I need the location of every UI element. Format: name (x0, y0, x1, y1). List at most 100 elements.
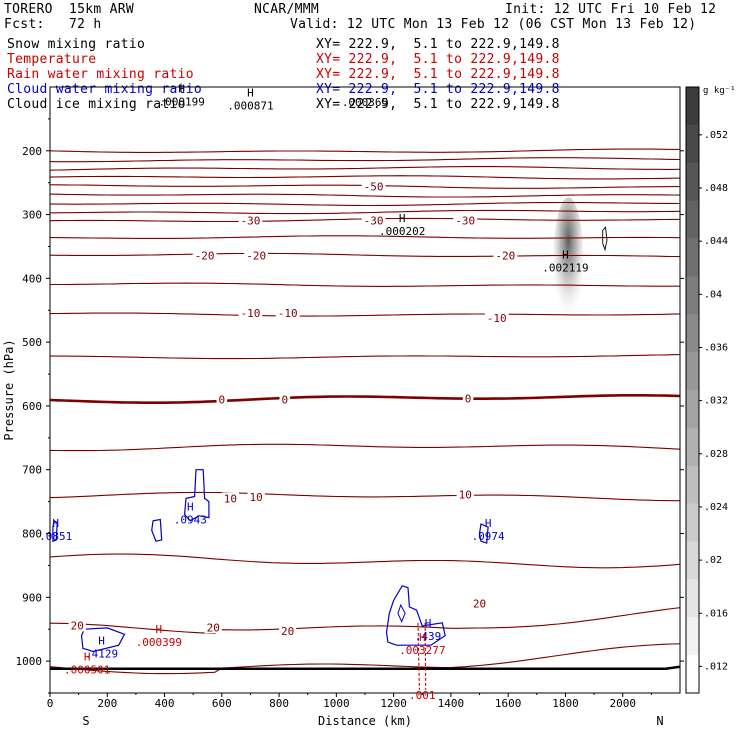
isotherm--5 (50, 354, 680, 360)
y-tick-label: 900 (22, 591, 42, 604)
y-tick-label: 500 (22, 336, 42, 349)
colorbar-swatch (686, 276, 699, 315)
extremum-marker: H (485, 517, 492, 530)
legend-cloud-water: Cloud water mixing ratio (7, 82, 203, 97)
isotherm-10 (50, 491, 680, 502)
isotherm--65 (50, 157, 680, 163)
x-tick-label: 200 (97, 697, 117, 710)
temperature-label-bg (361, 214, 386, 227)
colorbar-swatch (686, 314, 699, 353)
temperature-contour-label: 10 (250, 491, 263, 504)
rain-contour (424, 622, 427, 690)
extremum-value: .002119 (542, 261, 588, 274)
colorbar-swatch (686, 541, 699, 580)
x-tick-label: 600 (212, 697, 232, 710)
extremum-value: .000399 (136, 636, 182, 649)
colorbar-label: .048 (704, 183, 728, 194)
cloud-water-contour (478, 523, 489, 544)
temperature-label-bg (470, 597, 489, 610)
plot-frame (49, 86, 681, 694)
cloud-water-contour (151, 518, 163, 542)
cloud-water-contour (183, 469, 210, 522)
temperature-label-bg (456, 488, 474, 501)
extremum-value: .439 (415, 630, 442, 643)
forecast-hour: Fcst: 72 h (4, 17, 102, 32)
extremum-value: .000871 (227, 99, 273, 112)
extremum-value: .000202 (379, 225, 425, 238)
colorbar-swatch (686, 579, 699, 618)
temperature-contour-label: 20 (207, 621, 220, 634)
temperature-label-bg (275, 306, 300, 319)
temperature-contour-label: 10 (224, 492, 237, 505)
colorbar-label: .052 (704, 130, 728, 141)
colorbar-label: .04 (704, 289, 722, 300)
colorbar-swatch (686, 465, 699, 505)
y-tick-label: 700 (22, 464, 42, 477)
temperature-contour-label: 10 (459, 489, 472, 502)
isotherm--35 (50, 209, 680, 215)
colorbar-label: .036 (704, 342, 728, 353)
isotherm--55 (50, 175, 680, 180)
extremum-marker: H (84, 650, 91, 663)
extremum-marker: H (52, 517, 59, 530)
colorbar-label: .032 (704, 396, 728, 407)
temperature-label-bg (192, 249, 217, 262)
organization: NCAR/MMM (254, 2, 320, 17)
temperature-contour-label: -10 (487, 312, 507, 325)
snow-plume-shading (553, 197, 584, 322)
extremum-marker: H (178, 83, 185, 96)
colorbar-swatch (686, 655, 699, 694)
rain-contour (417, 622, 420, 690)
cloud-water-contour (397, 603, 406, 623)
colorbar-swatch (686, 87, 699, 126)
temperature-contour-label: 0 (282, 394, 289, 407)
isotherm--40 (50, 201, 680, 207)
temperature-label-bg (244, 249, 269, 262)
isotherm-15 (50, 553, 680, 569)
temperature-label-bg (279, 625, 297, 638)
isotherm--15 (50, 282, 680, 287)
colorbar-swatch (686, 503, 699, 542)
y-axis-title: Pressure (hPa) (2, 339, 16, 440)
extremum-value: .000199 (159, 96, 205, 109)
colorbar-label: .044 (704, 236, 728, 247)
temperature-contour-label: 20 (473, 598, 486, 611)
isotherm--10 (50, 312, 680, 317)
y-tick-label: 300 (22, 209, 42, 222)
cloud-water-contour (52, 519, 58, 543)
y-tick-label: 200 (22, 145, 42, 158)
extremum-value: .000501 (64, 663, 110, 676)
legend-snow-xy: XY= 222.9, 5.1 to 222.9,149.8 (316, 37, 560, 52)
legend-rain-xy: XY= 222.9, 5.1 to 222.9,149.8 (316, 67, 560, 82)
temperature-contour-label: -30 (241, 214, 261, 227)
temperature-label-bg (361, 180, 386, 193)
x-tick-label: 1800 (552, 697, 579, 710)
snow-contour (602, 226, 608, 252)
valid-time: Valid: 12 UTC Mon 13 Feb 12 (06 CST Mon … (290, 17, 697, 32)
colorbar-unit: g kg⁻¹ (703, 86, 736, 96)
isotherm-25 (50, 643, 680, 675)
surface-line (50, 665, 680, 671)
temperature-contour-label: -20 (246, 249, 266, 262)
isotherm--25 (50, 235, 680, 239)
cloud-water-contour (385, 585, 446, 646)
colorbar-swatch (686, 162, 699, 202)
x-tick-label: 1200 (380, 697, 407, 710)
extremum-value: .4129 (85, 647, 118, 660)
x-axis-title: Distance (km) (318, 714, 412, 728)
x-tick-label: 2000 (609, 697, 636, 710)
temperature-label-bg (462, 392, 474, 405)
y-tick-label: 1000 (16, 655, 43, 668)
model-title: TORERO 15km ARW (4, 2, 135, 17)
colorbar-swatch (686, 200, 699, 239)
extremum-marker: H (187, 500, 194, 513)
y-tick-label: 600 (22, 400, 42, 413)
colorbar-label: .024 (704, 502, 728, 513)
legend-cloud-water-xy: XY= 222.9, 5.1 to 222.9,149.8 (316, 82, 560, 97)
isotherm--60 (50, 166, 680, 171)
colorbar-swatch (686, 427, 699, 467)
isotherm-20 (50, 607, 680, 634)
extremum-value: .0974 (472, 530, 505, 543)
x-tick-label: 1600 (495, 697, 522, 710)
